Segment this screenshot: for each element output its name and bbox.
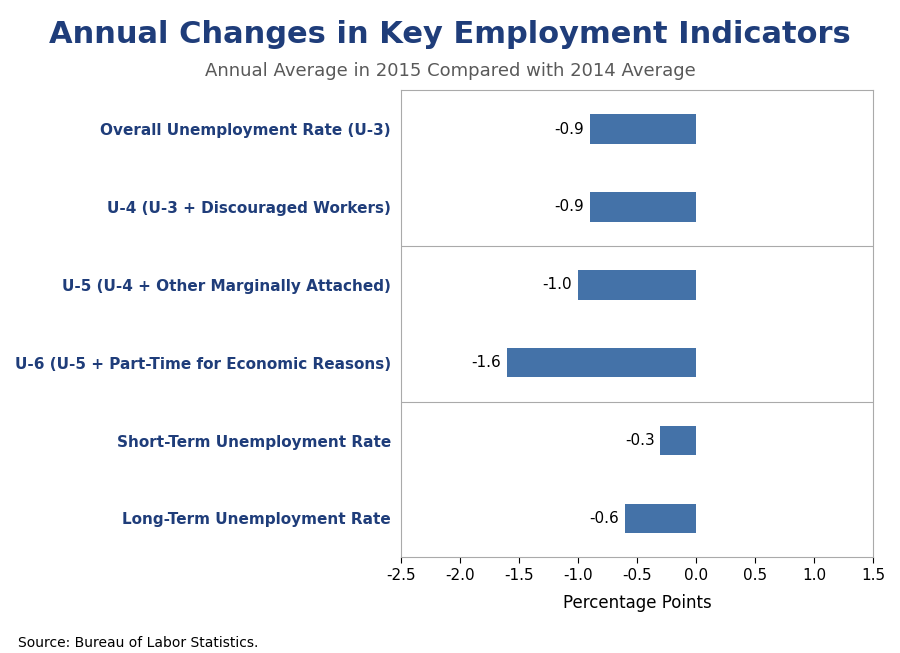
Text: -0.9: -0.9 (554, 199, 584, 214)
Bar (661, 426, 696, 455)
Text: Source: Bureau of Labor Statistics.: Source: Bureau of Labor Statistics. (18, 636, 258, 650)
X-axis label: Percentage Points: Percentage Points (562, 594, 711, 612)
Text: Annual Average in 2015 Compared with 2014 Average: Annual Average in 2015 Compared with 201… (204, 62, 696, 80)
Text: -0.3: -0.3 (625, 433, 654, 448)
Bar (507, 348, 696, 377)
Text: -1.6: -1.6 (472, 355, 501, 370)
Bar (626, 503, 696, 534)
Bar (590, 114, 696, 144)
Text: -0.9: -0.9 (554, 121, 584, 136)
Text: Annual Changes in Key Employment Indicators: Annual Changes in Key Employment Indicat… (50, 20, 850, 48)
Bar (590, 192, 696, 222)
Bar (578, 270, 696, 300)
Text: -0.6: -0.6 (590, 511, 619, 526)
Text: -1.0: -1.0 (543, 278, 572, 293)
